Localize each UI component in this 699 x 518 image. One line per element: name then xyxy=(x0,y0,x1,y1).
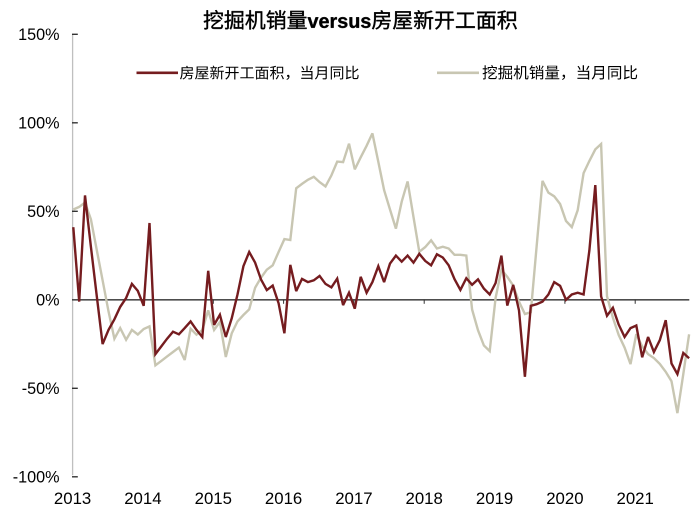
svg-text:2017: 2017 xyxy=(335,489,372,508)
svg-text:2015: 2015 xyxy=(195,489,232,508)
svg-text:2016: 2016 xyxy=(265,489,302,508)
svg-text:2018: 2018 xyxy=(406,489,443,508)
svg-text:-100%: -100% xyxy=(13,468,60,486)
svg-text:2013: 2013 xyxy=(54,489,91,508)
svg-text:100%: 100% xyxy=(18,114,59,132)
svg-text:-50%: -50% xyxy=(22,380,60,398)
svg-text:2021: 2021 xyxy=(617,489,654,508)
svg-text:2020: 2020 xyxy=(546,489,583,508)
svg-text:2014: 2014 xyxy=(124,489,161,508)
svg-text:150%: 150% xyxy=(18,26,59,44)
svg-text:2019: 2019 xyxy=(476,489,513,508)
svg-text:0%: 0% xyxy=(36,291,59,309)
svg-text:50%: 50% xyxy=(27,203,59,221)
